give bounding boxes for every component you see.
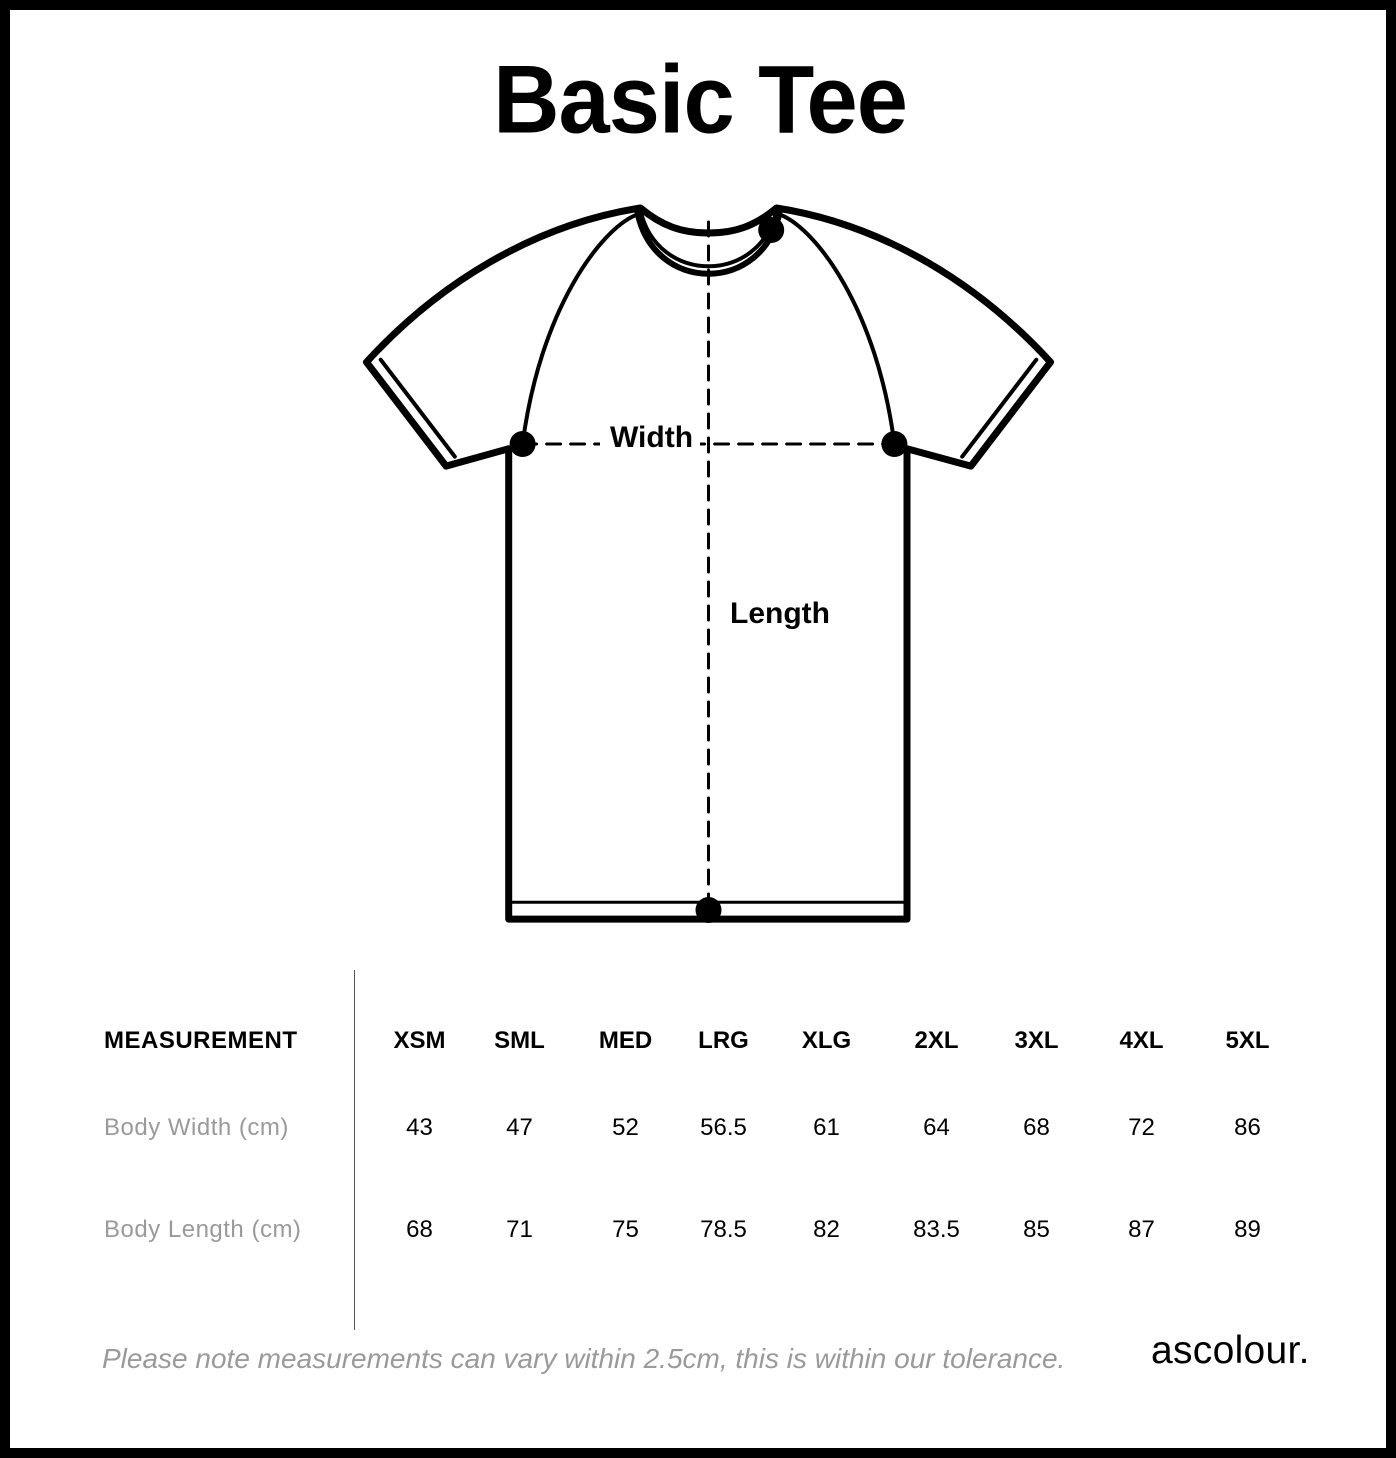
svg-text:Length: Length	[730, 597, 830, 630]
svg-text:Width: Width	[610, 421, 693, 454]
